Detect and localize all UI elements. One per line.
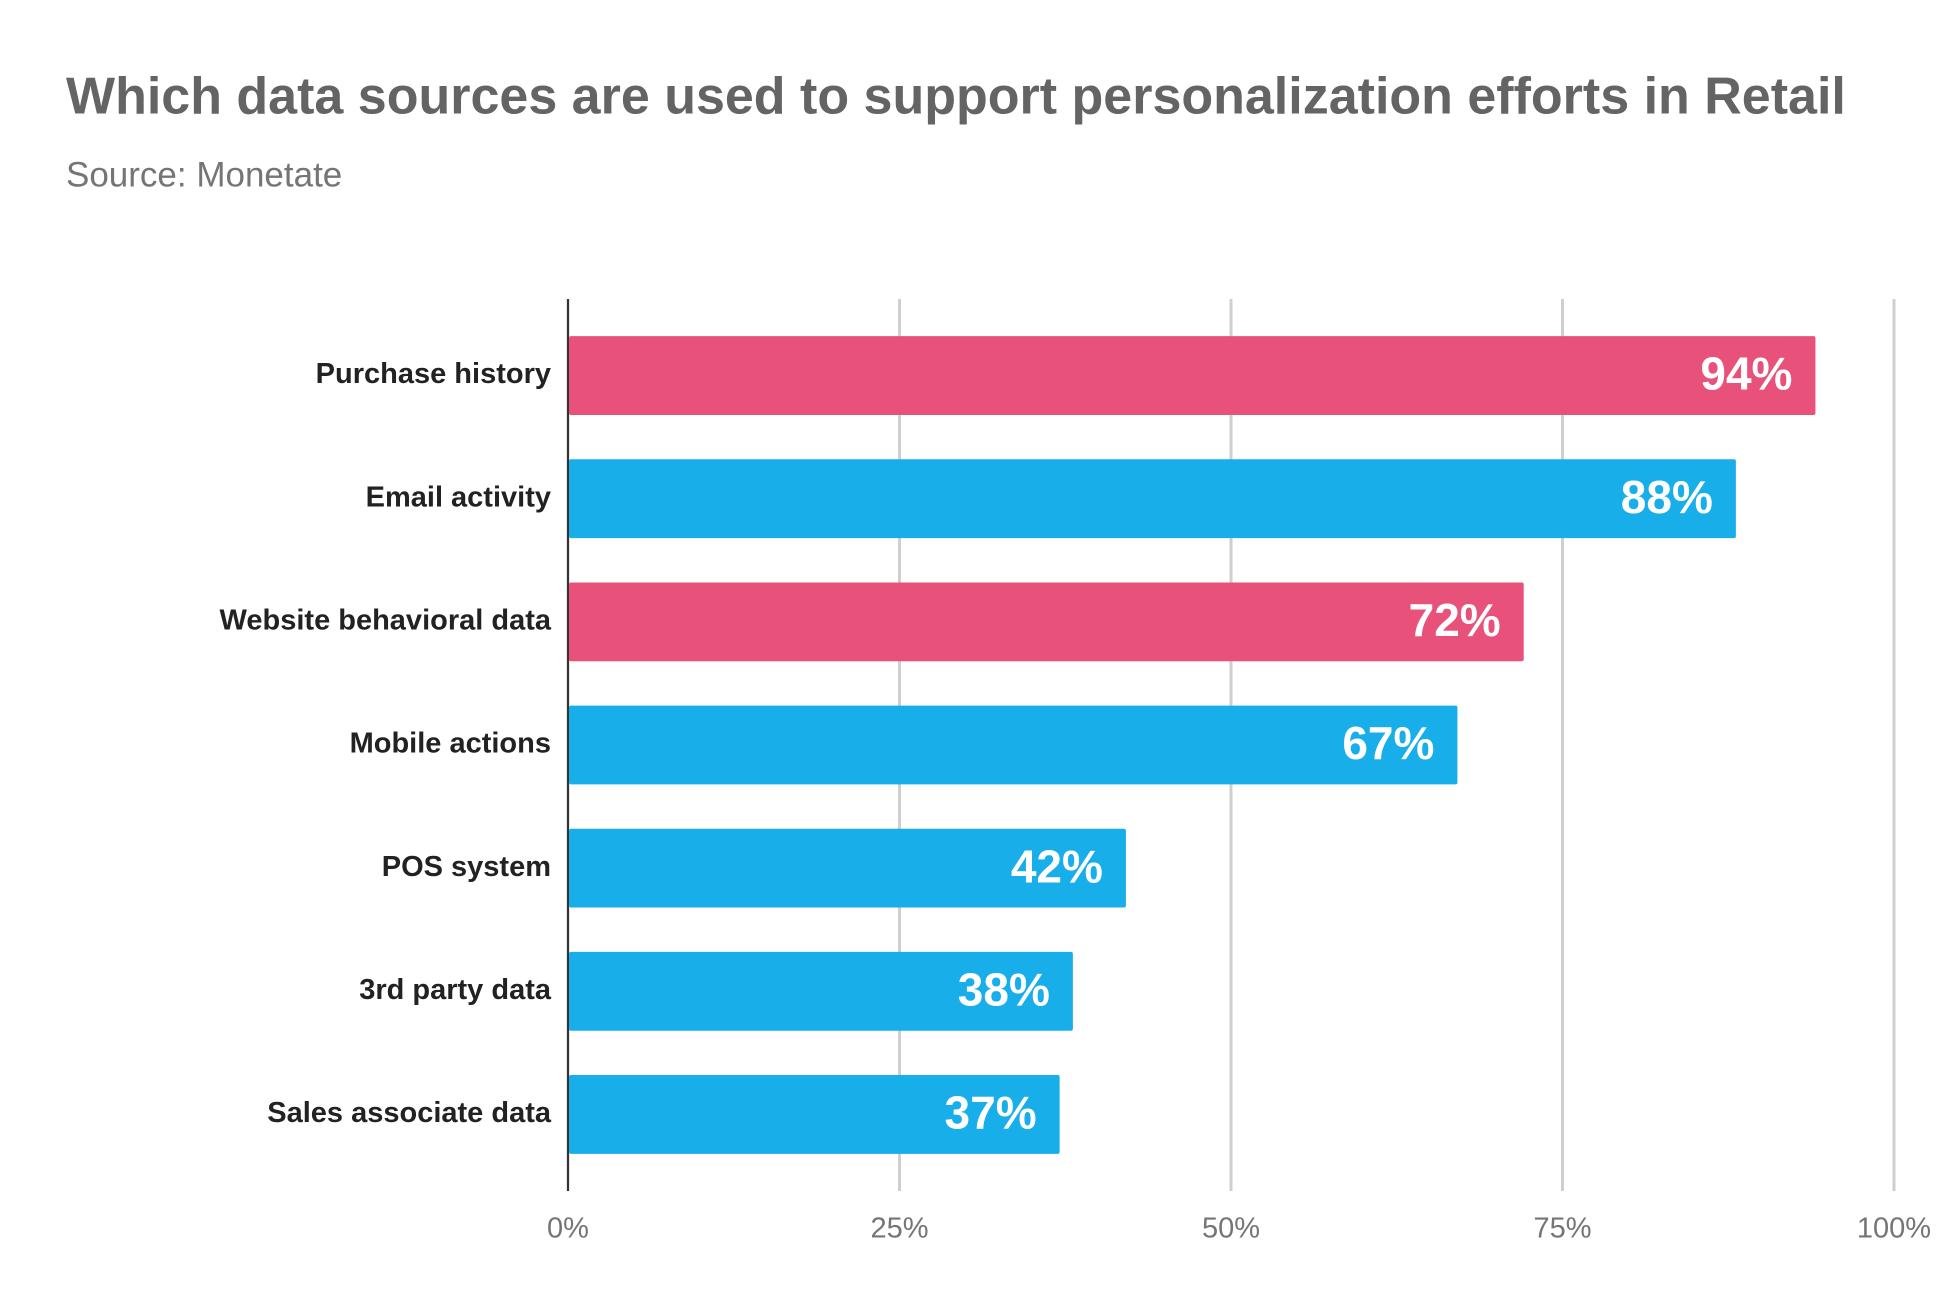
value-label: 94% [1700,348,1792,400]
y-tick-label: Mobile actions [350,728,551,760]
x-tick-label: 100% [1857,1213,1931,1245]
x-tick-label: 0% [547,1213,589,1245]
value-label: 88% [1621,471,1713,523]
y-tick-label: Purchase history [316,358,551,390]
bar [569,336,1816,415]
value-label: 42% [1011,840,1103,892]
chart-subtitle: Source: Monetate [66,155,342,194]
value-label: 37% [945,1087,1037,1139]
bar [569,459,1736,539]
x-tick-label: 25% [870,1213,928,1245]
value-label: 38% [958,963,1050,1015]
chart-title: Which data sources are used to support p… [66,68,1846,126]
value-label: 72% [1409,594,1501,646]
bar [569,705,1458,785]
y-tick-label: Website behavioral data [220,605,552,637]
y-tick-label: 3rd party data [359,974,552,1006]
y-tick-label: Sales associate data [267,1097,552,1129]
bar [569,951,1073,1031]
x-tick-label: 50% [1202,1213,1260,1245]
x-tick-label: 75% [1533,1213,1591,1245]
y-tick-label: Email activity [366,481,551,513]
bar [569,828,1126,908]
bar [569,582,1524,662]
y-tick-label: POS system [382,851,551,883]
bar [569,1075,1060,1154]
value-label: 67% [1342,717,1434,769]
